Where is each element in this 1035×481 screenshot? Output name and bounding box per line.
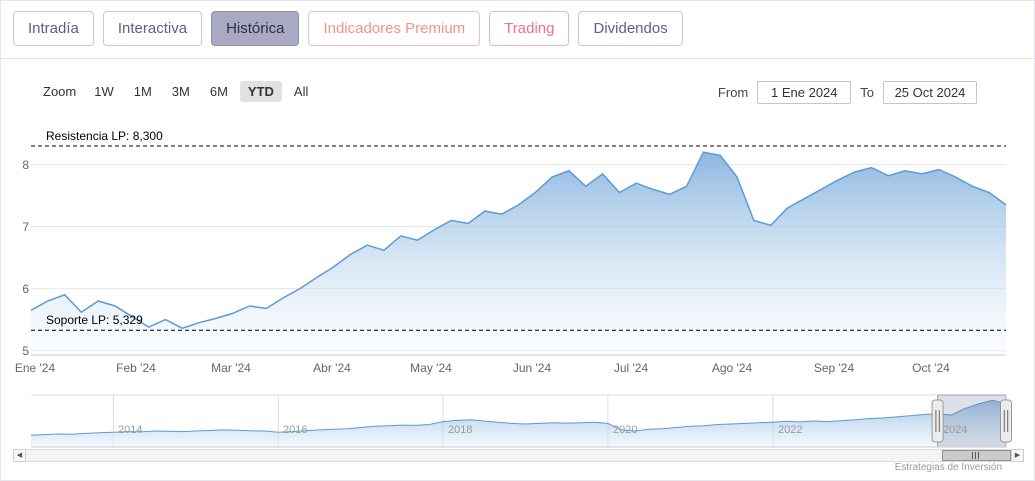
x-axis-label: Feb '24 (116, 361, 156, 375)
price-line (30, 151, 1007, 330)
scrollbar-right-arrow-icon[interactable]: ▶ (1011, 449, 1024, 462)
tab-interactiva[interactable]: Interactiva (102, 11, 203, 46)
tab-divider (1, 58, 1034, 59)
x-axis-label: May '24 (410, 361, 452, 375)
zoom-btn-all[interactable]: All (293, 84, 309, 99)
x-axis-label: Ago '24 (711, 361, 753, 375)
range-selector: Zoom 1W 1M 3M 6M YTD All (43, 81, 316, 102)
zoom-btn-1m[interactable]: 1M (133, 84, 152, 99)
navigator-year-label: 2016 (283, 424, 308, 436)
y-axis-label: 5 (22, 344, 29, 358)
navigator-year-label: 2024 (943, 424, 968, 436)
navigator-handle-right[interactable] (1000, 399, 1012, 443)
x-axis-label: Abr '24 (313, 361, 351, 375)
x-axis-label: Jun '24 (512, 361, 552, 375)
y-axis-label: 7 (22, 220, 29, 234)
to-label: To (860, 85, 874, 100)
tab-trading[interactable]: Trading (489, 11, 570, 46)
annotation-label: Soporte LP: 5,329 (46, 313, 143, 327)
price-area (31, 152, 1006, 355)
scrollbar-grip-icon (972, 452, 981, 459)
navigator-year-label: 2022 (778, 424, 803, 436)
navigator-year-label: 2014 (118, 424, 143, 436)
scrollbar-track[interactable] (26, 449, 1011, 462)
navigator-selection[interactable] (937, 394, 1007, 448)
price-chart-svg[interactable]: Resistencia LP: 8,300 Soporte LP: 5,329 (30, 123, 1007, 356)
tab-intradia[interactable]: Intradía (13, 11, 94, 46)
navigator-svg[interactable] (30, 394, 1012, 448)
to-date-input[interactable] (883, 81, 977, 104)
scrollbar-left-arrow-icon[interactable]: ◀ (13, 449, 26, 462)
navigator-area (31, 400, 1006, 447)
zoom-btn-ytd[interactable]: YTD (239, 81, 282, 102)
annotation-label: Resistencia LP: 8,300 (46, 129, 163, 143)
navigator-handle-left[interactable] (931, 399, 944, 443)
from-date-input[interactable] (757, 81, 852, 104)
x-axis-label: Jul '24 (613, 361, 649, 375)
navigator[interactable]: 2014 2016 2018 2020 2022 2024 (30, 394, 1012, 448)
scrollbar-thumb[interactable] (941, 450, 1011, 461)
tab-historica[interactable]: Histórica (211, 11, 300, 46)
x-axis-label: Oct '24 (912, 361, 950, 375)
x-axis-label: Ene '24 (14, 361, 56, 375)
main-chart[interactable]: Resistencia LP: 8,300 Soporte LP: 5,329 (30, 123, 1007, 356)
zoom-buttons: 1W 1M 3M 6M YTD All (86, 81, 316, 102)
scrollbar[interactable]: ◀ ▶ (13, 449, 1024, 462)
x-axis-label: Sep '24 (813, 361, 855, 375)
y-axis-label: 8 (22, 158, 29, 172)
from-label: From (717, 85, 749, 100)
zoom-btn-1w[interactable]: 1W (94, 84, 114, 99)
navigator-line (30, 399, 1007, 436)
credits-watermark: Estrategias de Inversión (894, 462, 1002, 473)
zoom-label: Zoom (43, 84, 77, 99)
tab-bar: Intradía Interactiva Histórica Indicadores … (13, 11, 683, 46)
zoom-btn-6m[interactable]: 6M (209, 84, 228, 99)
date-range: From To (718, 81, 977, 104)
x-axis-label: Mar '24 (211, 361, 251, 375)
tab-dividendos[interactable]: Dividendos (578, 11, 683, 46)
x-axis: Ene '24 Feb '24 Mar '24 Abr '24 May '24 Jun '… (15, 361, 1006, 377)
y-axis: 5 6 7 8 (5, 123, 29, 358)
y-axis-label: 6 (22, 282, 29, 296)
navigator-year-label: 2018 (448, 424, 473, 436)
tab-indicadores-premium[interactable]: Indicadores Premium (308, 11, 481, 46)
zoom-btn-3m[interactable]: 3M (171, 84, 190, 99)
navigator-year-label: 2020 (613, 424, 638, 436)
